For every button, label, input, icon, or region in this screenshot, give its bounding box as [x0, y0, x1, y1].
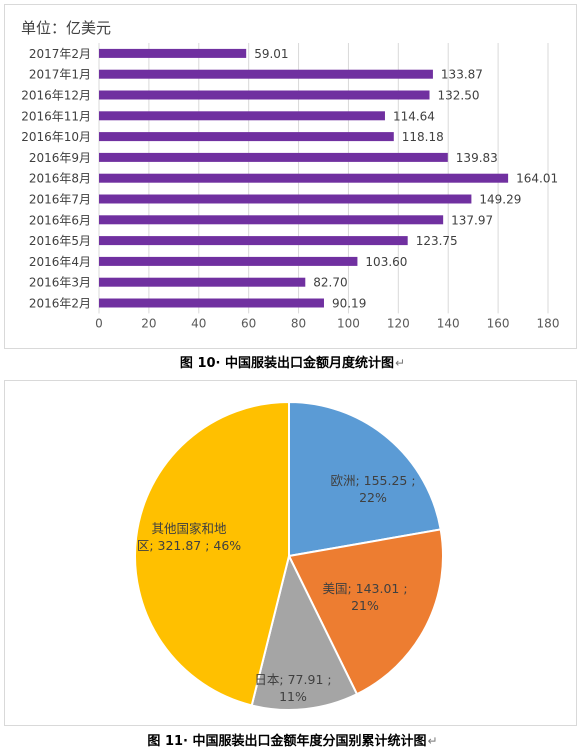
- category-label: 2016年9月: [29, 151, 91, 165]
- category-label: 2016年11月: [21, 109, 91, 123]
- x-tick-label: 160: [487, 316, 510, 330]
- bar: [99, 69, 433, 79]
- bar: [99, 236, 408, 246]
- category-label: 2016年8月: [29, 172, 91, 186]
- category-label: 2017年1月: [29, 68, 91, 82]
- data-label: 149.29: [479, 193, 521, 207]
- slice-label: 欧洲; 155.25 ;: [330, 473, 415, 488]
- category-label: 2016年6月: [29, 213, 91, 227]
- data-label: 118.18: [402, 130, 444, 144]
- category-label: 2017年2月: [29, 47, 91, 61]
- category-label: 2016年10月: [21, 130, 91, 144]
- data-label: 164.01: [516, 172, 558, 186]
- pie-slice: [250, 553, 359, 711]
- category-label: 2016年3月: [29, 276, 91, 290]
- x-tick-label: 100: [337, 316, 360, 330]
- bar: [99, 173, 509, 183]
- pie-slice: [134, 400, 290, 707]
- slice-label: 美国; 143.01 ;: [322, 581, 407, 596]
- bar: [99, 111, 385, 121]
- slice-label: 21%: [351, 598, 379, 613]
- data-label: 103.60: [365, 255, 407, 269]
- data-label: 132.50: [438, 89, 480, 103]
- bar-chart-panel: 单位：亿美元 0 20 40 60 80 100 120 140 160 180 2017年2月 59…: [4, 4, 577, 349]
- bar-chart: 0 20 40 60 80 100 120 140 160 180 2017年2月 59.01 2017…: [21, 43, 560, 330]
- bar: [99, 298, 324, 308]
- x-tick-label: 20: [141, 316, 156, 330]
- data-label: 114.64: [393, 109, 435, 123]
- bar: [99, 256, 358, 266]
- bar: [99, 215, 444, 225]
- data-label: 123.75: [416, 234, 458, 248]
- category-label: 2016年5月: [29, 234, 91, 248]
- slice-label: 日本; 77.91 ;: [254, 672, 331, 687]
- pie-slice: [288, 400, 442, 558]
- slice-label: 22%: [359, 490, 387, 505]
- x-tick-label: 140: [437, 316, 460, 330]
- pie-chart-caption-text: 图 11· 中国服装出口金额年度分国别累计统计图: [147, 734, 427, 749]
- data-label: 82.70: [313, 276, 347, 290]
- category-label: 2016年12月: [21, 89, 91, 103]
- slice-label: 区; 321.87 ; 46%: [137, 538, 241, 553]
- data-label: 90.19: [332, 297, 366, 311]
- data-label: 59.01: [254, 47, 288, 61]
- data-label: 139.83: [456, 151, 498, 165]
- pie-chart-panel: 欧洲; 155.25 ; 22% 美国; 143.01 ; 21% 日本; 77.91 …: [4, 380, 577, 726]
- bar: [99, 132, 394, 142]
- x-tick-label: 180: [537, 316, 560, 330]
- data-label: 137.97: [451, 213, 493, 227]
- pie-chart-caption: 图 11· 中国服装出口金额年度分国别累计统计图↵: [0, 730, 585, 749]
- slice-label: 其他国家和地: [151, 521, 227, 536]
- pie-slice: [287, 528, 444, 696]
- data-label: 133.87: [441, 68, 483, 82]
- paragraph-mark: ↵: [395, 356, 406, 370]
- x-tick-label: 80: [291, 316, 306, 330]
- x-tick-label: 120: [387, 316, 410, 330]
- bar: [99, 194, 472, 204]
- x-tick-label: 40: [191, 316, 206, 330]
- bar-chart-caption: 图 10· 中国服装出口金额月度统计图↵: [0, 352, 585, 371]
- x-tick-label: 60: [241, 316, 256, 330]
- bar: [99, 152, 448, 162]
- category-label: 2016年4月: [29, 255, 91, 269]
- paragraph-mark: ↵: [427, 734, 438, 748]
- unit-label: 单位：亿美元: [21, 19, 112, 37]
- bar: [99, 277, 306, 287]
- slice-label: 11%: [279, 689, 307, 704]
- bar-chart-caption-text: 图 10· 中国服装出口金额月度统计图: [179, 356, 395, 371]
- category-label: 2016年2月: [29, 297, 91, 311]
- x-tick-label: 0: [95, 316, 103, 330]
- bar: [99, 90, 430, 100]
- category-label: 2016年7月: [29, 193, 91, 207]
- bar: [99, 48, 247, 58]
- pie-chart: 欧洲; 155.25 ; 22% 美国; 143.01 ; 21% 日本; 77.91 …: [134, 400, 444, 711]
